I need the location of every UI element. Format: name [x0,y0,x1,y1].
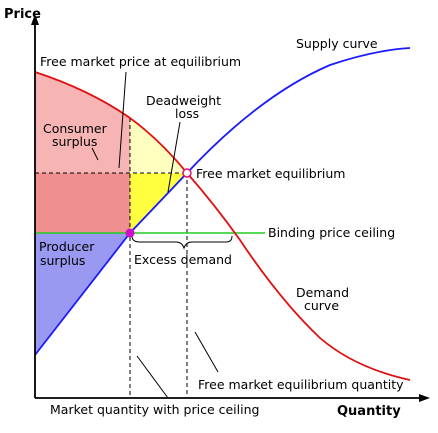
x-axis-arrow-icon [419,394,430,402]
equilibrium-quantity-pointer [194,331,219,373]
free-market-price-label: Free market price at equilibrium [40,54,241,69]
supply-curve [34,47,411,356]
free-market-price-pointer [118,71,127,169]
supply-curve-label: Supply curve [296,36,378,51]
price-ceiling-quantity-point [125,228,135,238]
producer-surplus-label-line1: Producer [39,239,95,254]
demand-curve [34,71,411,381]
consumer-surplus-label-line2: surplus [52,134,97,149]
deadweight-loss-label-line2: loss [175,106,199,121]
demand-curve-label-line1: Demand [296,285,349,300]
price-ceiling-label: Binding price ceiling [268,225,395,240]
deadweight-loss-upper-region [130,118,187,172]
consumer-surplus-pointer [91,147,99,161]
free-market-equilibrium-quantity-label: Free market equilibrium quantity [198,377,404,392]
y-axis-arrow-icon [31,14,39,25]
excess-demand-brace [131,235,233,250]
deadweight-loss-label-line1: Deadweight [146,93,221,108]
excess-demand-label: Excess demand [134,252,232,267]
consumer-surplus-upper-region [35,72,130,173]
market-quantity-ceiling-label: Market quantity with price ceiling [50,402,259,417]
free-market-equilibrium-label: Free market equilibrium [196,166,345,181]
deadweight-loss-pointer [167,121,181,193]
consumer-surplus-lower-region [35,173,130,233]
ceiling-quantity-pointer [136,355,169,399]
y-axis-label: Price [4,7,41,22]
free-market-equilibrium-point [182,168,192,178]
x-axis-label: Quantity [337,404,401,419]
consumer-surplus-label-line1: Consumer [43,121,108,136]
demand-curve-label-line2: curve [304,298,339,313]
producer-surplus-label-line2: surplus [40,253,85,268]
